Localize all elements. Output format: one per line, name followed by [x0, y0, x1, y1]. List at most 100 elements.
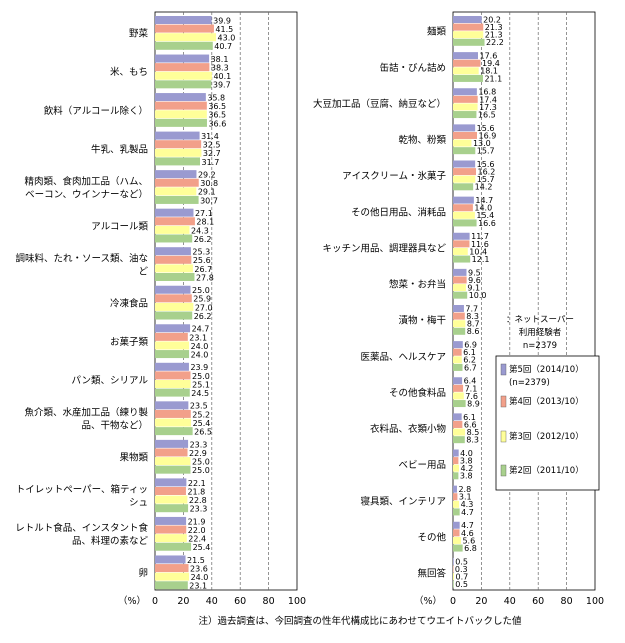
value-label-1-6-1: 11.6 [471, 240, 489, 249]
footnote: 注）過去調査は、今回調査の性年代構成比にあわせてウエイトバックした値 [198, 615, 522, 627]
x-tick-label-0-1: 20 [177, 596, 189, 607]
value-label-1-9-2: 6.2 [463, 356, 476, 365]
value-label-1-8-1: 8.3 [466, 312, 479, 321]
value-label-1-11-0: 6.1 [463, 413, 476, 422]
value-label-0-5-1: 28.1 [196, 218, 214, 227]
category-label-0-7: 冷凍食品 [110, 297, 148, 309]
category-label-0-6-1: ど [138, 266, 148, 277]
value-label-0-8-3: 24.0 [191, 350, 209, 359]
value-label-1-2-2: 17.3 [479, 103, 497, 112]
bar-0-11-1 [155, 448, 188, 457]
bar-1-5-2 [453, 211, 475, 219]
bar-0-1-3 [155, 80, 212, 89]
value-label-1-11-1: 6.6 [464, 420, 477, 429]
x-tick-label-1-1: 20 [475, 596, 487, 607]
x-tick-label-1-2: 40 [504, 596, 516, 607]
bar-1-5-0 [453, 196, 474, 204]
bar-0-5-2 [155, 225, 190, 234]
bar-1-3-0 [453, 124, 476, 132]
legend-swatch-3 [500, 464, 507, 477]
value-label-1-15-3: 0.5 [455, 580, 468, 589]
bar-1-7-0 [453, 268, 467, 276]
right-bar-chart: 20.221.321.322.2麺類17.619.418.121.1缶詰・びん詰… [313, 11, 604, 607]
value-label-1-10-0: 6.4 [464, 377, 477, 386]
value-label-0-6-1: 25.6 [193, 256, 211, 265]
x-tick-label-1-5: 100 [586, 596, 604, 607]
bar-0-10-2 [155, 418, 192, 427]
bar-1-4-1 [453, 168, 477, 176]
value-label-0-2-1: 36.5 [208, 102, 226, 111]
value-label-0-14-2: 24.0 [191, 573, 209, 582]
bar-0-11-2 [155, 457, 191, 466]
bar-1-0-2 [453, 31, 484, 39]
value-label-0-9-2: 25.1 [192, 380, 210, 389]
bar-0-13-3 [155, 542, 192, 551]
category-label-0-13-1: 品、料理の素など [72, 535, 149, 547]
bar-1-1-1 [453, 59, 481, 67]
bar-0-12-0 [155, 478, 187, 487]
value-label-1-3-2: 13.0 [473, 139, 491, 148]
bar-1-2-3 [453, 111, 477, 119]
bar-1-9-3 [453, 363, 463, 371]
value-label-0-8-2: 24.0 [191, 342, 209, 351]
bar-0-4-0 [155, 170, 197, 179]
value-label-0-3-0: 31.4 [201, 132, 219, 141]
value-label-0-6-3: 27.8 [196, 273, 214, 282]
plot-frame [452, 11, 596, 591]
bar-1-13-3 [453, 508, 460, 516]
bar-1-2-0 [453, 88, 477, 96]
left-bar-chart: 39.941.543.040.7 野菜 38.138.340.139.7 米、もち 35… [15, 11, 306, 607]
category-label-1-11: 衣料品、衣類小物 [370, 423, 447, 435]
legend-heading-2: n=2379 [523, 341, 557, 351]
value-label-0-9-0: 23.9 [190, 363, 208, 372]
bar-1-12-1 [453, 457, 459, 465]
value-label-0-10-0: 23.5 [190, 402, 208, 411]
bar-0-0-1 [155, 24, 214, 33]
bar-0-14-0 [155, 555, 186, 564]
category-label-0-4-0: 精肉類、食肉加工品（ハム、 [24, 175, 148, 187]
bar-1-0-1 [453, 23, 484, 31]
bar-1-5-1 [453, 204, 473, 212]
value-label-1-0-0: 20.2 [483, 15, 501, 24]
category-label-1-3: 乾物、粉類 [398, 134, 446, 146]
value-label-1-13-3: 4.7 [461, 508, 474, 517]
bar-1-7-2 [453, 284, 466, 292]
value-label-0-7-3: 26.2 [194, 312, 212, 321]
value-label-1-15-0: 0.5 [455, 557, 468, 566]
value-label-1-6-3: 12.1 [472, 255, 490, 264]
bar-1-3-1 [453, 131, 477, 139]
bar-0-4-1 [155, 178, 199, 187]
bar-0-13-0 [155, 516, 187, 525]
bar-0-7-1 [155, 294, 192, 303]
x-tick-label-0-0: 0 [152, 596, 158, 607]
value-label-1-7-2: 9.1 [467, 283, 480, 292]
legend-heading-1: 利用経験者 [519, 327, 562, 338]
unit-label-1: （%） [414, 595, 442, 607]
value-label-1-11-2: 8.5 [467, 428, 480, 437]
value-label-0-13-3: 25.4 [193, 543, 211, 552]
bar-1-7-3 [453, 291, 468, 299]
bar-1-13-0 [453, 485, 457, 493]
bar-1-5-3 [453, 219, 477, 227]
bar-1-10-3 [453, 400, 466, 408]
value-label-1-3-1: 16.9 [478, 131, 496, 140]
bar-0-5-3 [155, 234, 193, 243]
bar-0-4-3 [155, 195, 199, 204]
value-label-1-5-3: 16.6 [478, 219, 496, 228]
category-label-0-10-0: 魚介類、水産加工品（練り製 [24, 407, 148, 419]
category-label-0-1: 米、もち [110, 66, 148, 78]
bar-1-2-1 [453, 95, 478, 103]
bar-0-12-1 [155, 487, 186, 495]
bar-1-9-0 [453, 341, 463, 349]
bar-0-11-0 [155, 439, 189, 448]
bar-0-2-3 [155, 118, 207, 127]
legend-swatch-0 [500, 363, 507, 376]
value-label-1-6-2: 10.4 [469, 247, 487, 256]
bar-0-3-1 [155, 140, 202, 149]
value-label-1-5-2: 15.4 [476, 211, 494, 220]
legend-swatch-2 [500, 430, 507, 443]
category-label-0-10-1: 品、干物など） [81, 420, 148, 432]
value-label-0-12-1: 21.8 [187, 487, 205, 496]
category-label-0-8: お菓子類 [110, 336, 149, 348]
